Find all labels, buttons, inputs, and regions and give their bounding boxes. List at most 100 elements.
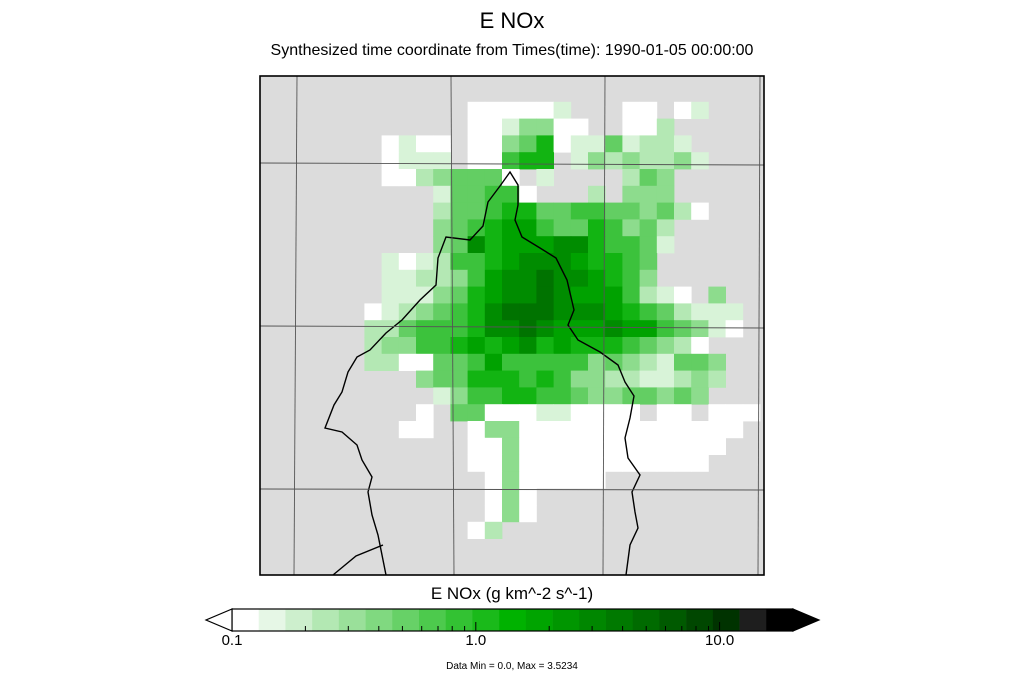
- emission-cell: [588, 370, 606, 388]
- emission-cell: [536, 101, 554, 119]
- emission-cell: [622, 320, 640, 338]
- emission-cell: [467, 320, 486, 338]
- longitude-line: [757, 75, 761, 576]
- emission-cell: [674, 101, 692, 119]
- emission-cell: [484, 303, 503, 321]
- emission-cell: [398, 286, 417, 304]
- emission-cell: [674, 437, 692, 455]
- emission-cell: [398, 135, 417, 153]
- emission-cell: [484, 236, 503, 254]
- emission-cell: [588, 337, 606, 355]
- emission-cell: [674, 202, 692, 220]
- emission-cell: [381, 135, 400, 153]
- emission-cell: [622, 253, 640, 271]
- emission-cell: [484, 370, 503, 388]
- emission-cell: [484, 118, 503, 136]
- emission-cell: [674, 353, 692, 371]
- emission-cell: [484, 521, 503, 539]
- emission-cell: [691, 437, 709, 455]
- emission-cell: [605, 421, 623, 439]
- emission-cell: [467, 185, 486, 203]
- colorbar: [204, 608, 821, 632]
- emission-cell: [519, 286, 537, 304]
- emission-cell: [674, 337, 692, 355]
- emission-cell: [656, 454, 675, 472]
- emission-cell: [725, 303, 744, 321]
- emission-cell: [605, 219, 623, 237]
- emission-cell: [502, 387, 520, 405]
- emission-cell: [536, 437, 554, 455]
- emission-cell: [656, 337, 675, 355]
- emission-cell: [433, 269, 451, 287]
- emission-cell: [708, 286, 726, 304]
- emission-cell: [484, 404, 503, 422]
- emission-cell: [519, 320, 537, 338]
- emission-cell: [467, 353, 486, 371]
- emission-cell: [536, 152, 554, 170]
- emission-cell: [553, 353, 572, 371]
- emission-cell: [519, 505, 537, 523]
- emission-cell: [416, 135, 434, 153]
- emission-cell: [450, 219, 468, 237]
- emission-cell: [656, 118, 675, 136]
- emission-cell: [433, 253, 451, 271]
- emission-cell: [588, 387, 606, 405]
- emission-cell: [588, 152, 606, 170]
- emission-cell: [364, 353, 382, 371]
- emission-cell: [570, 303, 589, 321]
- emission-cell: [622, 152, 640, 170]
- emission-cell: [708, 404, 726, 422]
- emission-cell: [536, 353, 554, 371]
- emission-cell: [433, 219, 451, 237]
- emission-cell: [639, 421, 658, 439]
- emission-cell: [467, 454, 486, 472]
- emission-cell: [519, 437, 537, 455]
- emission-cell: [450, 253, 468, 271]
- emission-cell: [674, 135, 692, 153]
- emission-cell: [433, 286, 451, 304]
- emission-cell: [536, 370, 554, 388]
- emission-cell: [450, 303, 468, 321]
- emission-cell: [502, 185, 520, 203]
- boundary-line: [324, 170, 641, 576]
- emission-cell: [519, 454, 537, 472]
- emission-cell: [605, 387, 623, 405]
- emission-cell: [639, 286, 658, 304]
- emission-cell: [519, 337, 537, 355]
- emission-cell: [398, 269, 417, 287]
- emission-cell: [484, 471, 503, 489]
- emission-cell: [381, 169, 400, 187]
- emission-cell: [639, 101, 658, 119]
- emission-cell: [553, 404, 572, 422]
- emission-cell: [605, 370, 623, 388]
- emission-cell: [502, 353, 520, 371]
- emission-cell: [536, 337, 554, 355]
- emission-cell: [416, 320, 434, 338]
- emission-cell: [622, 118, 640, 136]
- emission-cell: [588, 320, 606, 338]
- longitude-line: [602, 75, 606, 576]
- emission-cell: [502, 437, 520, 455]
- emission-cell: [502, 169, 520, 187]
- longitude-line: [450, 75, 455, 576]
- emission-cell: [502, 421, 520, 439]
- emission-cell: [484, 505, 503, 523]
- emission-cell: [691, 454, 709, 472]
- emission-cell: [622, 353, 640, 371]
- emission-cell: [622, 303, 640, 321]
- emission-cell: [519, 236, 537, 254]
- emission-cell: [656, 202, 675, 220]
- emission-cell: [467, 387, 486, 405]
- emission-cell: [588, 353, 606, 371]
- emission-cell: [570, 387, 589, 405]
- emission-cell: [484, 135, 503, 153]
- emission-cell: [364, 303, 382, 321]
- emission-cell: [502, 253, 520, 271]
- colorbar-tick-label: 0.1: [221, 632, 243, 649]
- emission-cell: [622, 370, 640, 388]
- emission-cell: [708, 437, 726, 455]
- emission-cell: [639, 236, 658, 254]
- emission-cell: [416, 269, 434, 287]
- emission-cell: [674, 421, 692, 439]
- emission-cell: [450, 337, 468, 355]
